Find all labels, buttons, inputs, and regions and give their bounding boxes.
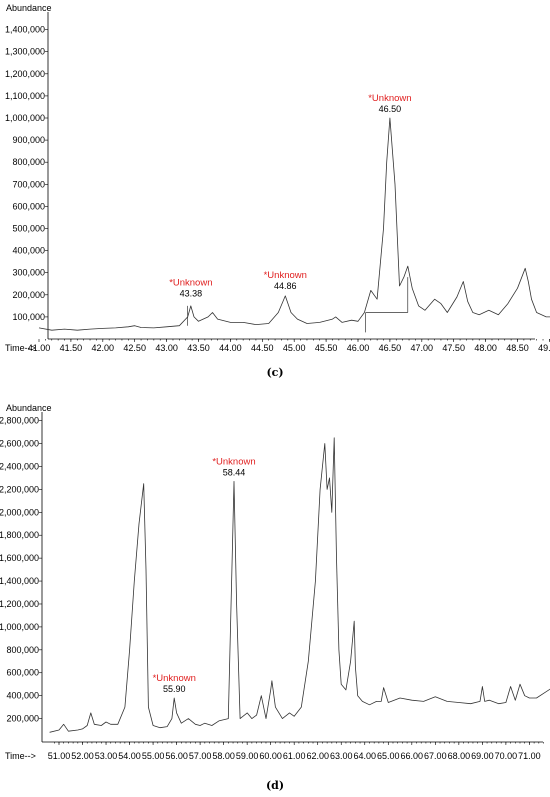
x-tick-label: 48.00: [474, 343, 497, 353]
y-tick-label: 1,400,000: [0, 576, 39, 586]
y-tick-label: 2,200,000: [0, 484, 39, 494]
x-tick-label: 41.00: [28, 343, 51, 353]
x-tick-label: 59.00: [236, 751, 259, 761]
x-axis-label: Time-->: [5, 343, 36, 353]
x-tick-label: 52.00: [71, 751, 94, 761]
y-tick-label: 1,300,000: [5, 47, 45, 57]
y-tick-label: 1,000,000: [0, 622, 39, 632]
y-axis-label: Abundance: [6, 403, 52, 413]
y-tick-label: 600,000: [12, 201, 45, 211]
y-tick-label: 500,000: [12, 224, 45, 234]
x-tick-label: 63.00: [330, 751, 353, 761]
x-tick-label: 51.00: [48, 751, 71, 761]
peak-label-unknown: *Unknown: [212, 456, 255, 467]
panel-caption: (c): [266, 366, 283, 379]
y-tick-label: 700,000: [12, 179, 45, 189]
x-tick-label: 67.00: [424, 751, 447, 761]
y-tick-label: 1,200,000: [0, 599, 39, 609]
x-axis-label: Time-->: [5, 751, 36, 761]
y-tick-label: 900,000: [12, 135, 45, 145]
y-tick-label: 2,600,000: [0, 439, 39, 449]
x-tick-label: 44.50: [251, 343, 274, 353]
peak-label-unknown: *Unknown: [264, 270, 307, 281]
x-tick-label: 42.00: [92, 343, 115, 353]
x-tick-label: 48.50: [506, 343, 529, 353]
chart-panel-c: Abundance Time--> 100,000 200,000 300,000 400…: [5, 3, 550, 379]
x-tick-label: 70.00: [495, 751, 518, 761]
peak-retention-time: 46.50: [379, 104, 402, 114]
y-tick-label: 600,000: [6, 668, 39, 678]
peak-retention-time: 55.90: [163, 684, 186, 694]
x-tick-label: 62.00: [306, 751, 329, 761]
y-tick-label: 200,000: [12, 290, 45, 300]
y-tick-label: 2,000,000: [0, 507, 39, 517]
panel-caption: (d): [266, 779, 284, 792]
x-tick-label: 46.00: [347, 343, 370, 353]
chromatogram-trace: [49, 437, 550, 733]
x-tick-label: 47.50: [442, 343, 465, 353]
y-tick-label: 400,000: [6, 691, 39, 701]
x-tick-label: 65.00: [377, 751, 400, 761]
x-tick-label: 68.00: [448, 751, 471, 761]
x-tick-label: 45.50: [315, 343, 338, 353]
x-tick-label: 42.50: [123, 343, 146, 353]
peak-retention-time: 58.44: [223, 467, 246, 477]
y-tick-label: 300,000: [12, 268, 45, 278]
x-tick-label: 57.00: [189, 751, 212, 761]
y-tick-label: 1,100,000: [5, 91, 45, 101]
x-tick-label: 47.00: [411, 343, 434, 353]
x-tick-label: 56.00: [165, 751, 188, 761]
peak-label-unknown: *Unknown: [153, 673, 196, 684]
y-tick-label: 800,000: [6, 645, 39, 655]
y-tick-label: 1,600,000: [0, 553, 39, 563]
x-tick-label: 54.00: [118, 751, 141, 761]
x-tick-label: 71.00: [518, 751, 541, 761]
x-tick-label: 41.50: [60, 343, 83, 353]
x-tick-label: 53.00: [95, 751, 118, 761]
chart-panel-d: Abundance Time--> 200,000 400,000 600,000 800…: [0, 403, 550, 792]
peak-retention-time: 44.86: [274, 281, 297, 291]
y-tick-label: 1,400,000: [5, 25, 45, 35]
x-tick-label: 66.00: [401, 751, 424, 761]
x-tick-label: 64.00: [353, 751, 376, 761]
y-tick-label: 2,400,000: [0, 461, 39, 471]
peak-label-unknown: *Unknown: [169, 278, 212, 289]
y-tick-label: 100,000: [12, 312, 45, 322]
x-tick-label: 61.00: [283, 751, 306, 761]
x-tick-label: 55.00: [142, 751, 165, 761]
x-tick-label: 58.00: [212, 751, 235, 761]
x-tick-label: 43.50: [187, 343, 210, 353]
y-tick-label: 2,800,000: [0, 416, 39, 426]
x-tick-label: 43.00: [155, 343, 178, 353]
y-tick-label: 1,800,000: [0, 530, 39, 540]
x-tick-label: 46.50: [379, 343, 402, 353]
x-tick-label: 69.00: [471, 751, 494, 761]
x-tick-label: 44.00: [219, 343, 242, 353]
y-tick-label: 400,000: [12, 246, 45, 256]
y-tick-label: 1,000,000: [5, 113, 45, 123]
y-tick-label: 800,000: [12, 157, 45, 167]
y-tick-label: 1,200,000: [5, 69, 45, 79]
x-tick-label: 45.00: [283, 343, 306, 353]
peak-label-unknown: *Unknown: [368, 93, 411, 104]
y-axis-label: Abundance: [6, 3, 52, 13]
x-tick-label: 60.00: [259, 751, 282, 761]
chromatogram-trace: [38, 117, 550, 331]
y-tick-label: 200,000: [6, 714, 39, 724]
peak-retention-time: 43.38: [180, 289, 203, 299]
x-tick-label: 49.00: [538, 343, 550, 353]
